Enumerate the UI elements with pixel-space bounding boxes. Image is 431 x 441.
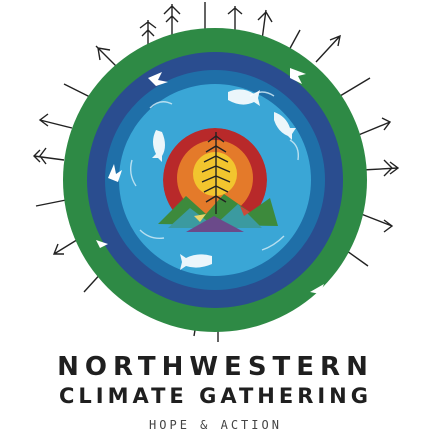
tagline: HOPE & ACTION [149, 418, 282, 432]
logo [33, 2, 400, 342]
salmon-icon [152, 89, 296, 270]
mountain-icon [158, 194, 278, 232]
bird-icon [96, 68, 324, 294]
title-line-1: NORTHWESTERN [57, 352, 374, 382]
central-tree-icon [201, 132, 231, 214]
title-line-2: CLIMATE GATHERING [58, 384, 372, 408]
